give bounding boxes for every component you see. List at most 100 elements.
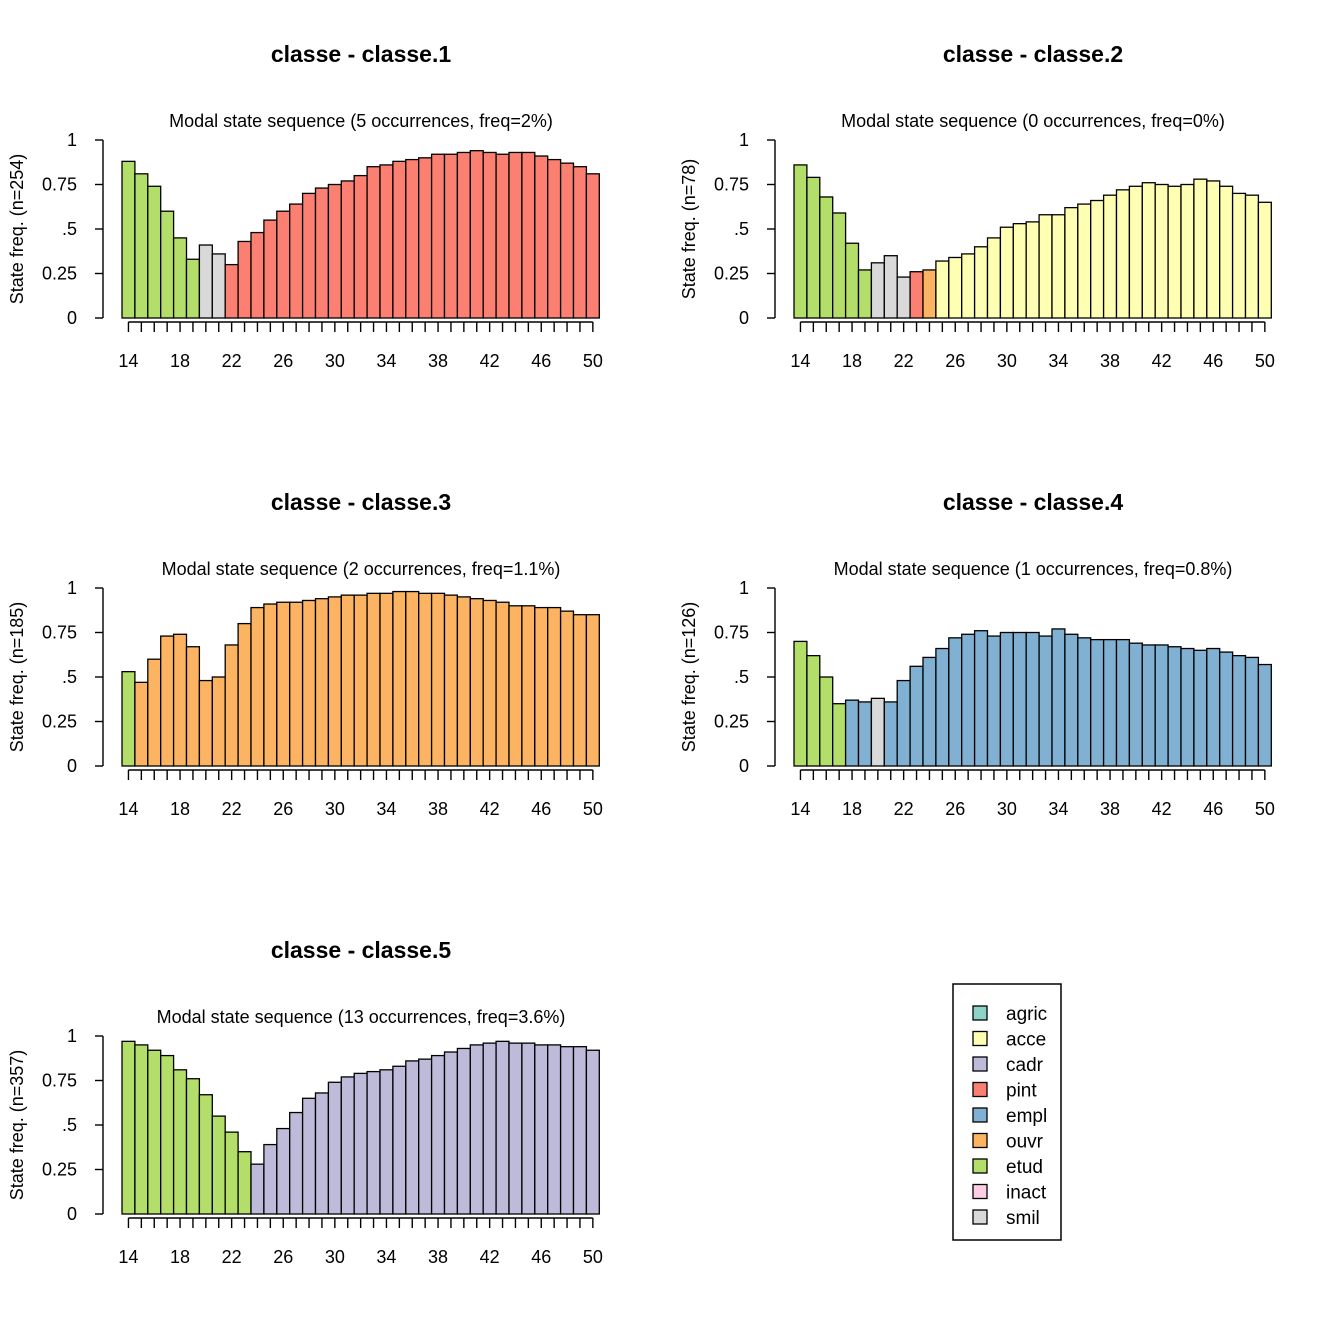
legend-swatch bbox=[972, 1209, 988, 1225]
bar bbox=[1206, 180, 1221, 319]
bar bbox=[276, 1127, 291, 1215]
legend-swatch bbox=[972, 1132, 988, 1149]
x-tick-label: 18 bbox=[842, 351, 862, 371]
bar bbox=[909, 271, 924, 319]
x-tick-label: 50 bbox=[583, 799, 603, 819]
y-tick-label: 0.75 bbox=[714, 623, 749, 643]
bar bbox=[1102, 638, 1118, 767]
x-tick-label: 34 bbox=[376, 351, 396, 371]
legend-swatch bbox=[972, 1107, 988, 1123]
bar bbox=[508, 151, 523, 319]
bar bbox=[572, 1046, 588, 1215]
panel-subtitle: Modal state sequence (2 occurrences, fre… bbox=[162, 559, 561, 579]
bar bbox=[1064, 633, 1079, 767]
bar bbox=[147, 185, 162, 319]
bar bbox=[224, 1131, 239, 1215]
bar bbox=[1180, 183, 1195, 319]
x-tick-label: 46 bbox=[1203, 351, 1223, 371]
bar bbox=[314, 187, 330, 319]
y-axis-label: State freq. (n=185) bbox=[7, 602, 27, 753]
bar bbox=[392, 1065, 407, 1215]
bar bbox=[986, 635, 1002, 767]
y-tick-label: .5 bbox=[62, 219, 77, 239]
bar bbox=[250, 231, 265, 319]
bar bbox=[495, 153, 510, 319]
bar bbox=[1193, 649, 1208, 767]
bar bbox=[585, 1049, 600, 1215]
bar bbox=[1077, 203, 1092, 319]
bar bbox=[198, 244, 213, 319]
bar bbox=[793, 164, 808, 319]
bar bbox=[534, 606, 549, 767]
y-tick-label: 1 bbox=[67, 130, 77, 150]
bar bbox=[237, 1151, 252, 1215]
bar bbox=[999, 226, 1014, 319]
bar bbox=[883, 255, 898, 319]
bar bbox=[301, 192, 317, 319]
bar bbox=[469, 150, 484, 319]
x-tick-label: 50 bbox=[1255, 799, 1275, 819]
bar bbox=[922, 656, 937, 767]
bar bbox=[224, 644, 239, 767]
bar bbox=[121, 671, 136, 767]
x-tick-label: 26 bbox=[945, 799, 965, 819]
bar bbox=[1154, 644, 1169, 767]
bar bbox=[1051, 214, 1066, 319]
bar bbox=[147, 1049, 162, 1215]
x-tick-label: 34 bbox=[1048, 799, 1068, 819]
bar bbox=[224, 263, 239, 319]
bar bbox=[870, 697, 885, 767]
x-tick-label: 50 bbox=[1255, 351, 1275, 371]
bar bbox=[392, 590, 407, 767]
bar bbox=[572, 166, 588, 319]
bar bbox=[160, 635, 175, 767]
x-tick-label: 46 bbox=[531, 351, 551, 371]
x-tick-label: 42 bbox=[480, 799, 500, 819]
panel-subtitle: Modal state sequence (0 occurrences, fre… bbox=[841, 111, 1225, 131]
bar bbox=[585, 614, 600, 767]
bar bbox=[1115, 638, 1131, 767]
bar bbox=[185, 646, 201, 767]
bar bbox=[147, 658, 162, 767]
bar bbox=[121, 160, 136, 319]
bar bbox=[961, 633, 976, 767]
y-tick-label: 0.25 bbox=[714, 264, 749, 284]
panel-title: classe - classe.3 bbox=[271, 489, 451, 515]
bar bbox=[134, 173, 149, 319]
x-tick-label: 42 bbox=[480, 351, 500, 371]
bar bbox=[237, 622, 252, 767]
y-tick-label: 1 bbox=[739, 578, 749, 598]
bar bbox=[121, 1040, 136, 1215]
bar bbox=[1167, 646, 1182, 767]
bar bbox=[134, 681, 149, 767]
bar bbox=[1219, 185, 1234, 319]
bar bbox=[353, 174, 368, 319]
bar bbox=[353, 594, 368, 767]
y-tick-label: 1 bbox=[67, 1026, 77, 1046]
bar bbox=[353, 1072, 368, 1215]
bar bbox=[559, 162, 575, 319]
bar bbox=[456, 151, 471, 319]
bar bbox=[160, 1054, 175, 1215]
bar bbox=[1193, 178, 1208, 319]
x-tick-label: 46 bbox=[531, 1247, 551, 1267]
bar bbox=[1025, 631, 1040, 767]
panels: classe - classe.1 Modal state sequence (5… bbox=[7, 41, 1275, 1267]
bar bbox=[327, 1081, 342, 1215]
bar bbox=[379, 592, 394, 767]
bar bbox=[832, 212, 847, 319]
y-tick-label: 0 bbox=[739, 756, 749, 776]
y-tick-label: 0.25 bbox=[714, 712, 749, 732]
bar bbox=[1102, 194, 1118, 319]
bar bbox=[948, 637, 963, 767]
legend-swatch bbox=[972, 1081, 988, 1098]
y-tick-label: 0.25 bbox=[42, 264, 77, 284]
x-tick-label: 42 bbox=[1152, 351, 1172, 371]
x-tick-label: 46 bbox=[1203, 799, 1223, 819]
x-tick-label: 30 bbox=[325, 351, 345, 371]
bar bbox=[819, 676, 834, 767]
bar bbox=[314, 1092, 330, 1215]
bar bbox=[495, 601, 510, 767]
legend-label: acce bbox=[1006, 1030, 1046, 1051]
bar bbox=[160, 210, 175, 319]
